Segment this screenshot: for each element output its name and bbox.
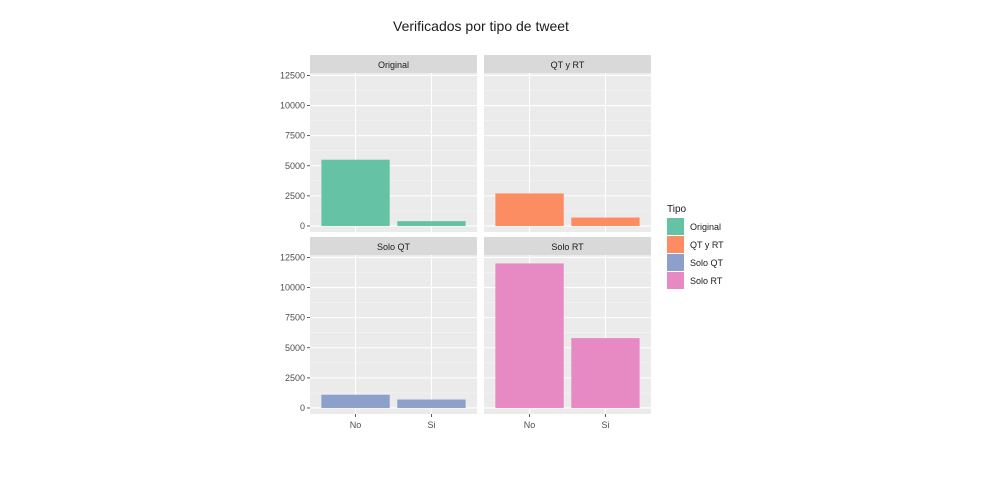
y-tick-label: 10000 — [280, 283, 305, 293]
y-tick-label: 0 — [300, 403, 305, 413]
facet-strip-label: Solo RT — [551, 242, 584, 252]
facet-strip — [484, 237, 651, 255]
facet-panel: QT y RT — [484, 55, 651, 232]
bar — [495, 193, 564, 226]
facet-strip — [484, 55, 651, 73]
y-tick-label: 12500 — [280, 70, 305, 80]
x-tick-label: No — [350, 420, 362, 430]
chart-title: Verificados por tipo de tweet — [393, 18, 569, 34]
bar — [495, 263, 564, 408]
x-tick-label: Si — [427, 420, 435, 430]
y-tick-label: 5000 — [285, 343, 305, 353]
y-tick-label: 7500 — [285, 131, 305, 141]
bar — [571, 338, 640, 408]
facet-strip-label: Original — [378, 60, 409, 70]
legend-title: Tipo — [667, 204, 687, 215]
panel-background — [310, 255, 477, 414]
legend-label: Solo RT — [690, 276, 723, 286]
legend-swatch — [667, 254, 684, 271]
bar — [397, 399, 466, 408]
legend-label: QT y RT — [690, 240, 724, 250]
legend-label: Solo QT — [690, 258, 724, 268]
y-tick-label: 12500 — [280, 252, 305, 262]
facet-strip — [310, 237, 477, 255]
facet-strip — [310, 55, 477, 73]
y-tick-label: 10000 — [280, 101, 305, 111]
facet-panel: Solo RT No Si — [484, 237, 651, 430]
facet-strip-label: QT y RT — [551, 60, 585, 70]
facet-panel: Solo QT 0 2500 5000 7500 10000 12500 No Si — [280, 237, 477, 430]
y-tick-label: 0 — [300, 221, 305, 231]
bar — [571, 217, 640, 226]
y-tick-label: 7500 — [285, 313, 305, 323]
x-tick-label: Si — [601, 420, 609, 430]
bar — [397, 221, 466, 226]
y-tick-label: 5000 — [285, 161, 305, 171]
legend-swatch — [667, 218, 684, 235]
legend-swatch — [667, 272, 684, 289]
facet-panel: Original 0 2500 5000 7500 10000 12500 — [280, 55, 477, 232]
legend: Tipo Original QT y RT Solo QT Solo RT — [667, 204, 724, 289]
y-tick-label: 2500 — [285, 191, 305, 201]
facet-panels: Original 0 2500 5000 7500 10000 12500 QT y RT So… — [280, 55, 651, 430]
facet-strip-label: Solo QT — [377, 242, 411, 252]
y-tick-label: 2500 — [285, 373, 305, 383]
bar — [321, 159, 390, 226]
legend-label: Original — [690, 222, 721, 232]
legend-swatch — [667, 236, 684, 253]
x-tick-label: No — [524, 420, 536, 430]
bar — [321, 394, 390, 408]
